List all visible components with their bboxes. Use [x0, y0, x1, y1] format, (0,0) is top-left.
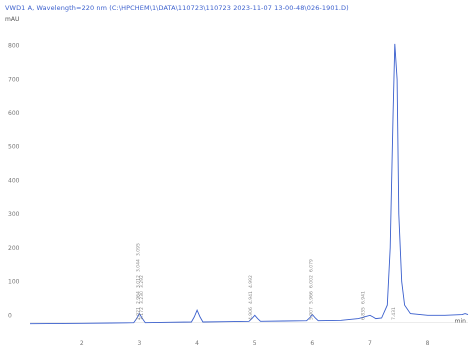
peak-label: 4.992 — [248, 275, 254, 288]
y-tick-label: 600 — [8, 110, 20, 117]
peak-label: 3.292 — [139, 275, 145, 288]
peak-label: 7.431 — [391, 307, 397, 320]
peak-label: 6.002 — [308, 275, 314, 288]
peak-label: 3.044 — [136, 259, 142, 272]
chart-title: VWD1 A, Wavelength=220 nm (C:\HPCHEM\1\D… — [5, 4, 349, 12]
y-tick-label: 400 — [8, 177, 20, 184]
y-tick-label: 0 — [8, 312, 12, 319]
peak-label: 6.079 — [308, 259, 314, 272]
peak-label: 3.230 — [139, 291, 145, 304]
peak-label: 2.921 — [136, 307, 142, 320]
y-axis-unit: mAU — [5, 16, 20, 23]
x-tick-label: 2 — [80, 340, 84, 347]
peak-label: 5.907 — [308, 307, 314, 320]
y-tick-label: 200 — [8, 245, 20, 252]
peak-label: 4.941 — [248, 291, 254, 304]
x-tick-label: 4 — [195, 340, 199, 347]
x-tick-label: 7 — [368, 340, 372, 347]
y-tick-label: 300 — [8, 211, 20, 218]
peak-label: 6.835 — [360, 307, 366, 320]
peak-label: 4.906 — [248, 307, 254, 320]
peak-label: 5.966 — [308, 291, 314, 304]
x-tick-label: 3 — [138, 340, 142, 347]
peak-label: 3.095 — [136, 243, 142, 256]
y-tick-label: 100 — [8, 279, 20, 286]
x-axis-unit: min — [454, 318, 466, 325]
x-tick-label: 6 — [310, 340, 314, 347]
y-tick-label: 500 — [8, 144, 20, 151]
peak-label: 6.941 — [360, 291, 366, 304]
y-tick-label: 700 — [8, 76, 20, 83]
series-line — [29, 43, 469, 325]
peak-label: 3.172 — [139, 307, 145, 320]
peak-label: 3.012 — [136, 275, 142, 288]
x-tick-label: 8 — [426, 340, 430, 347]
y-tick-label: 800 — [8, 43, 20, 50]
x-tick-label: 5 — [253, 340, 257, 347]
peak-label: 2.964 — [136, 291, 142, 304]
